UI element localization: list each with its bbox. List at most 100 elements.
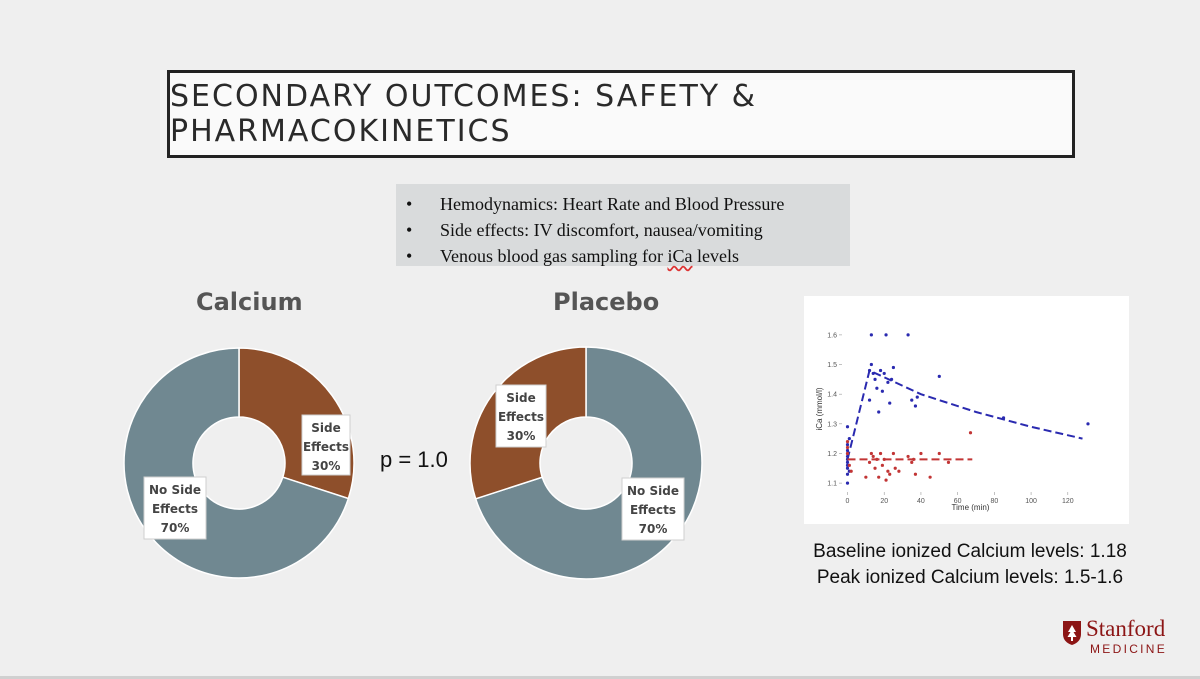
slice-label-text: No Side	[149, 483, 201, 497]
data-point	[845, 454, 850, 459]
data-point	[845, 466, 850, 470]
data-point	[910, 398, 914, 402]
x-axis-label: Time (min)	[952, 503, 990, 512]
spellcheck-underlined-word: iCa	[667, 246, 693, 266]
data-point	[845, 440, 850, 444]
peak-caption: Peak ionized Calcium levels: 1.5-1.6	[816, 567, 1124, 588]
data-point	[847, 463, 851, 467]
slice-label-text: No Side	[627, 484, 679, 498]
bullet-text: Hemodynamics: Heart Rate and Blood Press…	[440, 194, 785, 214]
data-point	[897, 469, 901, 473]
slice-data-label: Side Effects 30%	[301, 414, 351, 476]
data-point	[889, 377, 894, 381]
data-point	[891, 451, 895, 456]
logo-wordmark: Stanford	[1086, 616, 1166, 641]
ica-scatter-plot: 1.1 1.2 1.3 1.4 1.5 1.6 0 20 40 60 80 100 120 Time (m…	[815, 332, 1090, 512]
y-tick-label: 1.4	[827, 392, 837, 399]
data-point	[867, 398, 872, 402]
data-point	[845, 472, 850, 476]
data-point	[845, 425, 850, 429]
data-point	[849, 469, 853, 473]
y-axis-label: iCa (mmol/l)	[815, 387, 824, 430]
bullet-list: • Hemodynamics: Heart Rate and Blood Pres…	[396, 184, 850, 266]
slice-label-text: Effects	[630, 503, 676, 517]
data-point	[888, 472, 892, 476]
data-point	[880, 463, 884, 467]
bullet-marker: •	[406, 246, 413, 266]
slice-label-text: Effects	[303, 440, 349, 454]
data-point	[877, 410, 881, 414]
data-point	[867, 460, 872, 464]
slice-value-text: 30%	[312, 459, 341, 473]
bullet-item: • Hemodynamics: Heart Rate and Blood Pres…	[404, 191, 840, 217]
data-point	[880, 389, 884, 393]
data-point	[873, 466, 877, 470]
logo-subtitle: MEDICINE	[1090, 642, 1168, 656]
slice-value-text: 70%	[161, 521, 190, 535]
data-point	[875, 457, 879, 461]
data-point	[877, 475, 881, 479]
slide-title: SECONDARY OUTCOMES: SAFETY & PHARMACOKIN…	[170, 79, 758, 149]
data-point	[910, 460, 914, 464]
slide-title-box: SECONDARY OUTCOMES: SAFETY & PHARMACOKIN…	[167, 70, 1075, 158]
data-point	[878, 368, 883, 373]
data-point	[915, 395, 919, 399]
bullet-item: • Venous blood gas sampling for iCa level…	[404, 243, 840, 269]
data-point	[888, 401, 892, 405]
data-point	[913, 472, 918, 476]
slice-label-text: Side	[311, 421, 340, 435]
data-point	[871, 454, 875, 459]
calcium-donut-chart: Side Effects 30% No Side Effects 70%	[123, 347, 355, 579]
baseline-caption: Baseline ionized Calcium levels: 1.18	[813, 541, 1127, 562]
data-point	[886, 469, 890, 473]
slice-data-label: Side Effects 30%	[495, 384, 547, 448]
bullet-text: Side effects: IV discomfort, nausea/vomi…	[440, 220, 763, 240]
data-point	[937, 451, 941, 456]
data-point	[891, 365, 895, 370]
bullet-item: • Side effects: IV discomfort, nausea/vom…	[404, 217, 840, 243]
stanford-medicine-logo: Stanford MEDICINE	[1062, 616, 1182, 658]
trend-line	[846, 369, 1083, 460]
slice-data-label: No Side Effects 70%	[621, 477, 685, 541]
x-tick-label: 60	[954, 498, 962, 505]
data-point	[864, 475, 868, 479]
data-point	[882, 457, 886, 461]
data-point	[875, 386, 879, 390]
x-tick-label: 20	[880, 498, 888, 505]
data-point	[847, 437, 851, 441]
x-tick-label: 120	[1062, 498, 1074, 505]
bullet-text: Venous blood gas sampling for iCa levels	[440, 243, 739, 269]
bullet-text-part: Venous blood gas sampling for	[440, 246, 668, 266]
x-tick-label: 0	[846, 498, 850, 505]
data-point	[845, 445, 850, 450]
y-tick-label: 1.3	[827, 421, 837, 428]
placebo-donut-chart: No Side Effects 70% Side Effects 30%	[469, 346, 703, 580]
p-value: p = 1.0	[380, 447, 448, 472]
stanford-tree-emblem-icon	[1063, 621, 1081, 645]
data-point	[893, 466, 897, 470]
calcium-chart-title: Calcium	[196, 288, 303, 316]
data-point	[845, 460, 850, 464]
slice-label-text: Effects	[498, 410, 544, 424]
bullet-text-part: levels	[692, 246, 739, 266]
data-point	[884, 478, 888, 482]
ica-scatter-panel: 1.1 1.2 1.3 1.4 1.5 1.6 0 20 40 60 80 100 120 Time (m…	[804, 296, 1129, 524]
data-point	[884, 333, 888, 337]
data-point	[873, 377, 877, 381]
slice-value-text: 70%	[639, 522, 668, 536]
data-point	[911, 457, 916, 461]
data-point	[869, 362, 873, 367]
data-point	[871, 371, 875, 376]
y-tick-label: 1.6	[827, 332, 837, 339]
data-point	[1086, 422, 1090, 426]
data-point	[886, 380, 890, 384]
data-point	[878, 451, 883, 456]
x-tick-label: 80	[990, 498, 998, 505]
data-point	[845, 451, 850, 456]
data-point	[906, 333, 910, 337]
slice-label-text: Effects	[152, 502, 198, 516]
placebo-chart-title: Placebo	[553, 288, 660, 316]
bullet-marker: •	[406, 194, 413, 214]
data-point	[882, 371, 886, 376]
data-point	[968, 431, 973, 435]
